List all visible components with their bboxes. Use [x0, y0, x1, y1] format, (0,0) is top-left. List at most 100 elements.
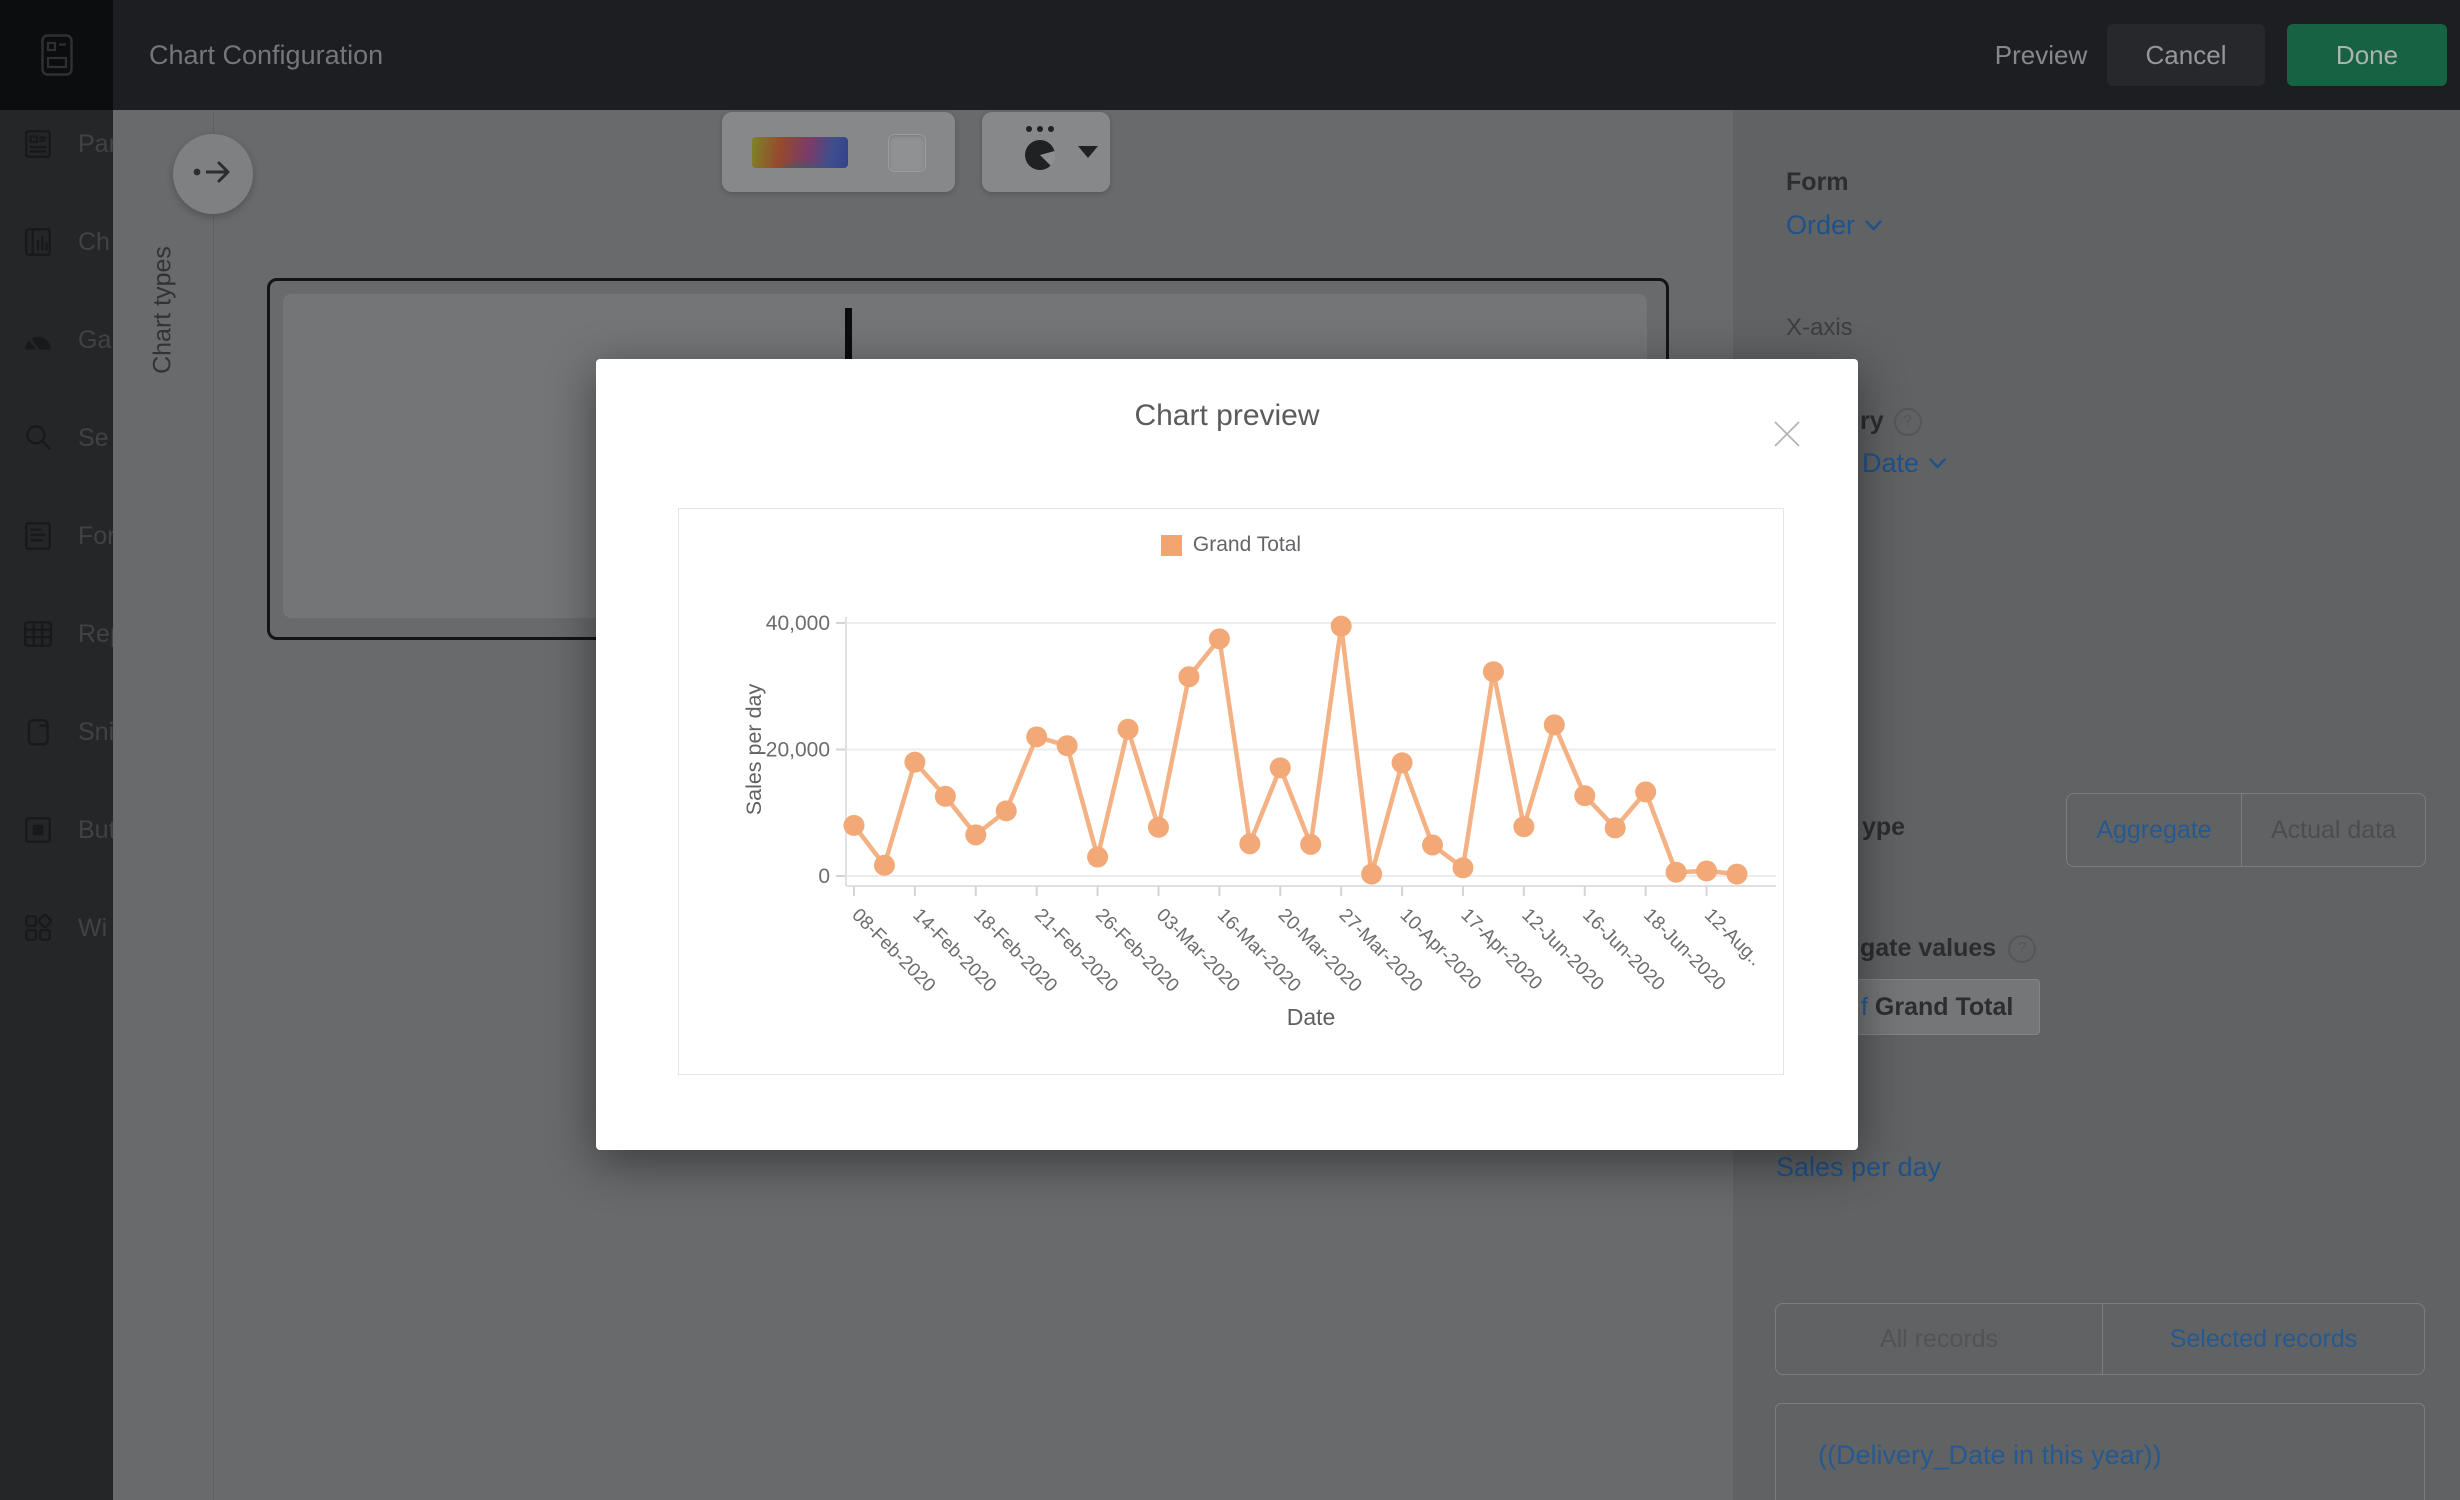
category-label-fragment: ry: [1860, 407, 1884, 435]
help-icon[interactable]: ?: [1893, 407, 1922, 436]
line-chart-plot: 020,00040,00008-Feb-202014-Feb-202018-Fe…: [742, 612, 1776, 1030]
sidebar-item-label: Rep: [78, 619, 113, 648]
snippet-icon: [21, 715, 55, 749]
close-icon[interactable]: [1773, 420, 1801, 448]
report-icon: [21, 617, 55, 651]
data-point[interactable]: [1117, 718, 1139, 740]
color-theme-icon[interactable]: [1018, 124, 1064, 181]
sidebar-item-gauge[interactable]: Ga: [0, 310, 113, 370]
data-point[interactable]: [1696, 860, 1718, 882]
sidebar-item-label: Ch: [78, 227, 110, 256]
legend-swatch: [1160, 534, 1182, 556]
toggle-aggregate[interactable]: Aggregate: [2067, 794, 2242, 866]
data-point[interactable]: [1026, 726, 1048, 748]
done-button[interactable]: Done: [2287, 24, 2447, 86]
sidebar-item-report[interactable]: Rep: [0, 604, 113, 664]
data-type-label-fragment: ype: [1862, 813, 1906, 841]
data-point[interactable]: [1269, 757, 1291, 779]
form-section-title: Form: [1786, 168, 1849, 196]
background-color-swatch[interactable]: [888, 134, 926, 172]
x-axis-field-value: Date: [1862, 448, 1920, 478]
aggregate-values-row: gate values ?: [1860, 934, 2037, 963]
y-tick-label: 20,000: [766, 739, 830, 762]
chart-types-panel-divider: [213, 110, 214, 1500]
x-axis-field-select[interactable]: Date: [1862, 448, 1946, 479]
sidebar-item-form[interactable]: For: [0, 506, 113, 566]
builder-sidebar: Par Ch Ga Se For Rep Sni But Wi: [0, 110, 113, 1500]
data-point[interactable]: [1361, 863, 1383, 885]
sidebar-item-search[interactable]: Se: [0, 408, 113, 468]
y-axis-field-link[interactable]: Sales per day: [1776, 1152, 1942, 1182]
category-label-row: ry ?: [1860, 407, 1922, 436]
data-point[interactable]: [934, 785, 956, 807]
data-point[interactable]: [1513, 816, 1535, 838]
data-point[interactable]: [1482, 661, 1504, 683]
data-point[interactable]: [904, 751, 926, 773]
sidebar-item-button[interactable]: But: [0, 800, 113, 860]
page-title: Chart Configuration: [149, 40, 384, 70]
cancel-button[interactable]: Cancel: [2107, 24, 2265, 86]
y-tick-label: 0: [818, 865, 830, 888]
data-point[interactable]: [995, 800, 1017, 822]
sidebar-item-label: Ga: [78, 325, 112, 354]
criteria-expression: ((Delivery_Date in this year)): [1818, 1440, 2162, 1470]
sidebar-item-label: Wi: [78, 913, 108, 942]
tab-selected-records[interactable]: Selected records: [2169, 1324, 2358, 1353]
page-builder-icon: [40, 34, 73, 76]
theme-toolbar: [982, 112, 1110, 192]
sidebar-item-widget[interactable]: Wi: [0, 898, 113, 958]
legend-label: Grand Total: [1192, 533, 1302, 556]
data-point[interactable]: [1056, 735, 1078, 757]
data-point[interactable]: [1574, 785, 1596, 807]
data-point[interactable]: [1147, 816, 1169, 838]
chart-preview-modal: Chart preview Grand Total 0 20,000 40,000 0…: [596, 359, 1858, 1150]
records-scope-tabs: All records Selected records: [1775, 1303, 2425, 1375]
data-point[interactable]: [1391, 752, 1413, 774]
form-selected-value: Order: [1786, 210, 1856, 240]
data-type-toggle: Aggregate Actual data: [2066, 793, 2426, 867]
toggle-actual-data[interactable]: Actual data: [2270, 815, 2397, 844]
y-axis-title: Sales per day: [742, 684, 766, 816]
expand-chart-types-button[interactable]: [173, 134, 253, 214]
criteria-box[interactable]: ((Delivery_Date in this year)): [1775, 1403, 2425, 1500]
data-point[interactable]: [1726, 863, 1748, 885]
data-point[interactable]: [1452, 857, 1474, 879]
data-point[interactable]: [1330, 615, 1352, 637]
form-select[interactable]: Order: [1786, 210, 1882, 241]
help-icon[interactable]: ?: [2008, 934, 2037, 963]
data-point[interactable]: [1087, 846, 1109, 868]
data-point[interactable]: [1604, 817, 1626, 839]
chip-fragment-bold: Grand Total: [1874, 992, 2014, 1021]
data-point[interactable]: [965, 824, 987, 846]
button-icon: [21, 813, 55, 847]
panel-icon: [21, 127, 55, 161]
chart-preview-area: Grand Total 0 20,000 40,000 08-Feb-2020 14-F…: [678, 508, 1784, 1075]
modal-title: Chart preview: [1134, 399, 1320, 432]
data-point[interactable]: [1300, 833, 1322, 855]
sidebar-item-snippet[interactable]: Sni: [0, 702, 113, 762]
sidebar-item-panel[interactable]: Par: [0, 114, 113, 174]
dot-arrow-right-icon: [192, 157, 234, 192]
data-point[interactable]: [1665, 861, 1687, 883]
data-point[interactable]: [873, 854, 895, 876]
data-point[interactable]: [1543, 714, 1565, 736]
data-point[interactable]: [843, 814, 865, 836]
sidebar-item-label: For: [78, 521, 113, 550]
aggregate-values-label-fragment: gate values: [1860, 934, 1997, 962]
top-bar: Chart Configuration Preview Cancel Done: [0, 0, 2460, 110]
data-point[interactable]: [1208, 628, 1230, 650]
data-point[interactable]: [1239, 833, 1261, 855]
tab-all-records[interactable]: All records: [1776, 1304, 2103, 1374]
gauge-icon: [21, 323, 55, 357]
sidebar-item-chart[interactable]: Ch: [0, 212, 113, 272]
data-point[interactable]: [1178, 666, 1200, 688]
sidebar-item-label: Sni: [78, 717, 113, 746]
data-point[interactable]: [1635, 781, 1657, 803]
color-palette-swatch[interactable]: [752, 137, 848, 168]
chevron-down-icon: [1865, 220, 1882, 231]
theme-dropdown-caret-icon[interactable]: [1078, 146, 1098, 158]
app-logo[interactable]: [0, 0, 113, 110]
data-point[interactable]: [1422, 834, 1444, 856]
preview-button[interactable]: Preview: [1994, 40, 2088, 70]
